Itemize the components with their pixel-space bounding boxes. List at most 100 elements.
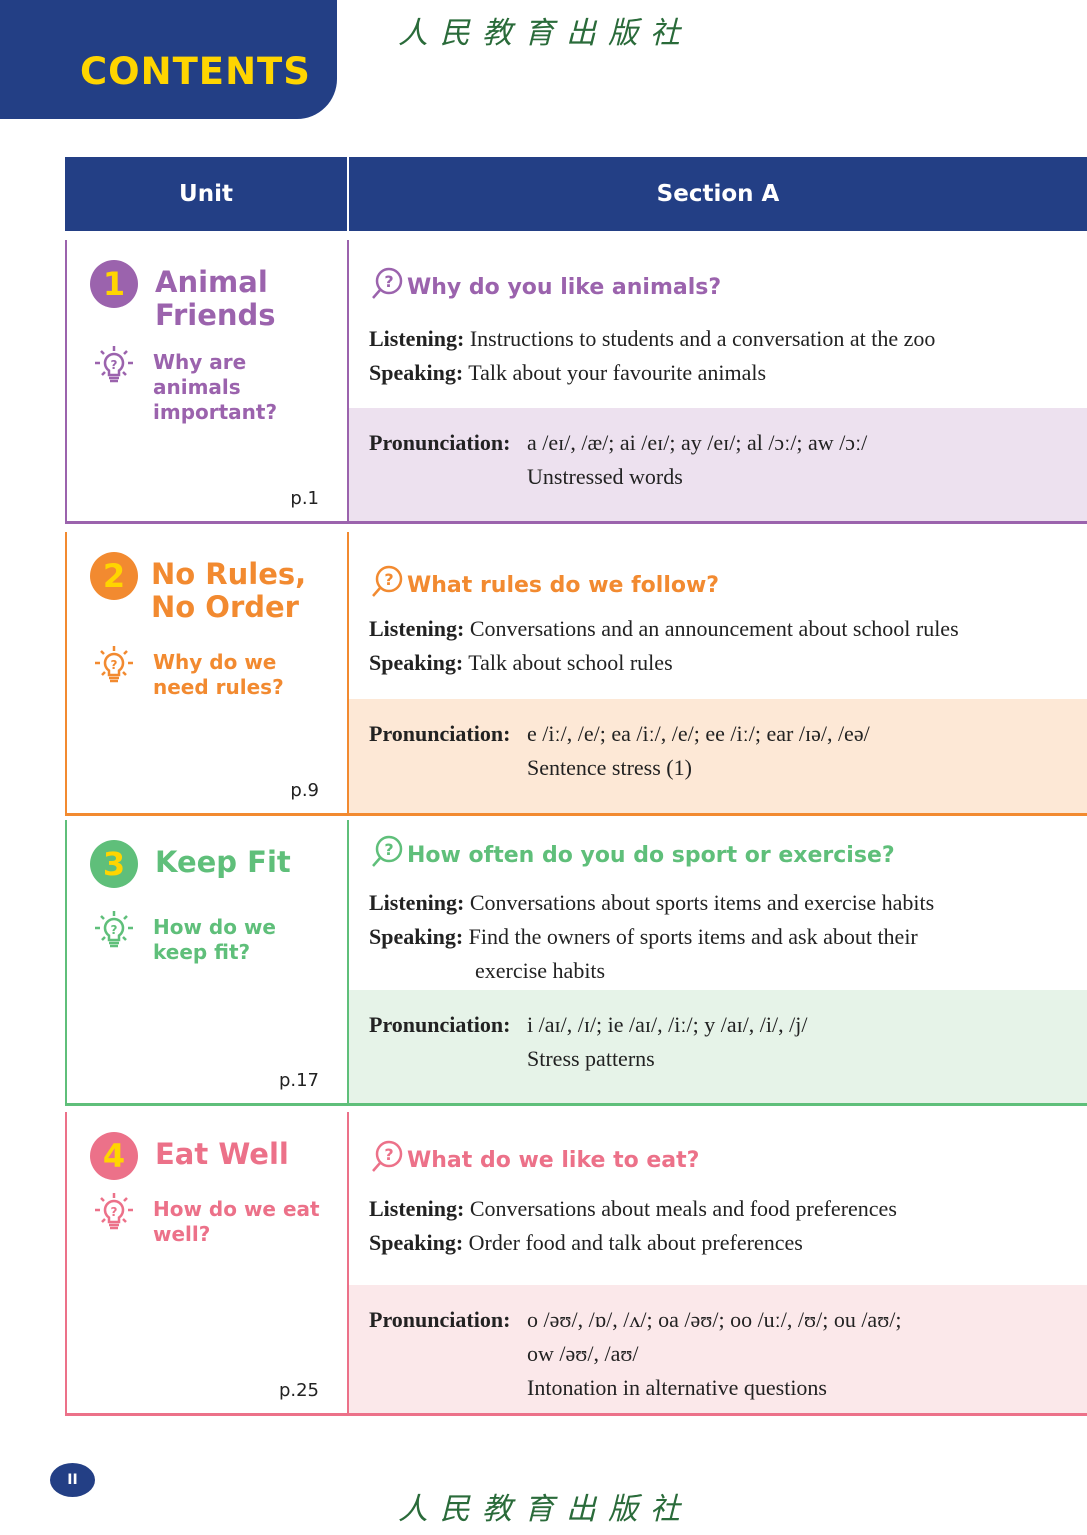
svg-text:?: ? xyxy=(384,570,393,589)
unit-cell: 2 No Rules, No Order ? Why do we need rule… xyxy=(65,532,349,813)
listening-speaking: Listening: Conversations about sports it… xyxy=(369,886,934,988)
section-question: ? Why do you like animals? xyxy=(369,266,721,308)
big-question-line: Why are xyxy=(153,350,247,374)
unit-title-line: No Rules, xyxy=(151,557,307,591)
unit-number: 1 xyxy=(90,260,138,308)
pronunciation-line: Pronunciation: a /eɪ/, /æ/; ai /eɪ/; ay /… xyxy=(369,426,867,460)
speaking-text: Order food and talk about preferences xyxy=(468,1230,803,1255)
svg-text:?: ? xyxy=(111,658,118,672)
speaking-label: Speaking: xyxy=(369,1230,464,1255)
unit-row: 2 No Rules, No Order ? Why do we need rule… xyxy=(65,532,1087,816)
speaking-label: Speaking: xyxy=(369,360,464,385)
speaking-text: exercise habits xyxy=(475,958,606,983)
speaking-line: Speaking: Talk about school rules xyxy=(369,646,959,680)
row-divider xyxy=(65,1103,1087,1106)
question-bubble-icon: ? xyxy=(369,834,405,876)
listening-line: Listening: Conversations about sports it… xyxy=(369,886,934,920)
speaking-label: Speaking: xyxy=(369,650,464,675)
lightbulb-question-icon: ? xyxy=(93,644,135,686)
pronunciation-line: Pronunciation: i /aɪ/, /ɪ/; ie /aɪ/, /iː/… xyxy=(369,1008,807,1042)
page-link[interactable]: p.17 xyxy=(278,1070,319,1091)
listening-text: Conversations about sports items and exe… xyxy=(469,890,935,915)
row-divider xyxy=(65,1413,1087,1416)
listening-text: Conversations about meals and food prefe… xyxy=(469,1196,897,1221)
unit-title-line: Keep Fit xyxy=(155,845,291,879)
question-bubble-icon: ? xyxy=(369,266,405,308)
question-text: What rules do we follow? xyxy=(407,572,720,598)
listening-label: Listening: xyxy=(369,890,465,915)
page-link[interactable]: p.9 xyxy=(290,780,319,801)
question-text: Why do you like animals? xyxy=(407,274,722,300)
listening-speaking: Listening: Instructions to students and … xyxy=(369,322,935,390)
unit-title-line: Eat Well xyxy=(155,1137,289,1171)
unit-number: 3 xyxy=(90,840,138,888)
pronunciation-text: Stress patterns xyxy=(527,1046,655,1071)
page-link[interactable]: p.1 xyxy=(290,488,319,509)
unit-row: 1 Animal Friends ? Why are animals importan… xyxy=(65,240,1087,524)
listening-label: Listening: xyxy=(369,1196,465,1221)
section-a-cell: ? What do we like to eat? Listening: Conv… xyxy=(349,1112,1087,1413)
speaking-text: Find the owners of sports items and ask … xyxy=(468,924,918,949)
speaking-line: Speaking: Find the owners of sports item… xyxy=(369,920,934,954)
page-link[interactable]: p.25 xyxy=(278,1380,319,1401)
pronunciation-text: Sentence stress (1) xyxy=(527,755,692,780)
svg-text:?: ? xyxy=(384,840,393,859)
pronunciation-text: o /əʊ/, /ɒ/, /ʌ/; oa /əʊ/; oo /uː/, /ʊ/;… xyxy=(527,1307,902,1332)
page-title: CONTENTS xyxy=(80,50,311,93)
speaking-text: Talk about school rules xyxy=(468,650,673,675)
big-question: Why do we need rules? xyxy=(153,650,284,700)
unit-title: Keep Fit xyxy=(155,846,291,879)
unit-cell: 4 Eat Well ? How do we eat well? p.25 xyxy=(65,1112,349,1413)
section-a-cell: ? What rules do we follow? Listening: Con… xyxy=(349,532,1087,813)
publisher-logo-top: 人民教育出版社 xyxy=(398,16,692,51)
pronunciation-block: Pronunciation: i /aɪ/, /ɪ/; ie /aɪ/, /iː/… xyxy=(349,990,1087,1103)
unit-number: 4 xyxy=(90,1132,138,1180)
question-text: How often do you do sport or exercise? xyxy=(407,842,895,868)
pronunciation-text: a /eɪ/, /æ/; ai /eɪ/; ay /eɪ/; al /ɔː/; … xyxy=(527,430,868,455)
speaking-label: Speaking: xyxy=(369,924,464,949)
lightbulb-question-icon: ? xyxy=(93,1191,135,1233)
unit-title-line: Friends xyxy=(155,298,276,332)
unit-title: No Rules, No Order xyxy=(151,558,306,624)
section-question: ? How often do you do sport or exercise? xyxy=(369,834,895,876)
listening-text: Instructions to students and a conversat… xyxy=(469,326,936,351)
pronunciation-block: Pronunciation: a /eɪ/, /æ/; ai /eɪ/; ay /… xyxy=(349,408,1087,521)
listening-speaking: Listening: Conversations and an announce… xyxy=(369,612,959,680)
pronunciation-text: Unstressed words xyxy=(527,464,683,489)
pronunciation-text: ow /əʊ/, /aʊ/ xyxy=(527,1341,639,1366)
svg-text:?: ? xyxy=(111,923,118,937)
pronunciation-block: Pronunciation: e /iː/, /e/; ea /iː/, /e/;… xyxy=(349,699,1087,813)
unit-title: Eat Well xyxy=(155,1138,289,1171)
big-question: Why are animals important? xyxy=(153,350,277,425)
pronunciation-block: Pronunciation: o /əʊ/, /ɒ/, /ʌ/; oa /əʊ/;… xyxy=(349,1285,1087,1413)
pronunciation-line: Pronunciation: o /əʊ/, /ɒ/, /ʌ/; oa /əʊ/;… xyxy=(369,1303,902,1337)
listening-line: Listening: Conversations about meals and… xyxy=(369,1192,897,1226)
section-question: ? What rules do we follow? xyxy=(369,564,719,606)
column-header-section-a: Section A xyxy=(656,181,780,207)
unit-cell: 1 Animal Friends ? Why are animals importan… xyxy=(65,240,349,521)
unit-row: 3 Keep Fit ? How do we keep fit? p.17 ? Ho… xyxy=(65,820,1087,1106)
unit-number: 2 xyxy=(90,552,138,600)
listening-label: Listening: xyxy=(369,326,465,351)
pronunciation-text: Intonation in alternative questions xyxy=(527,1375,827,1400)
lightbulb-question-icon: ? xyxy=(93,344,135,386)
table-header: Unit Section A xyxy=(65,157,1087,231)
speaking-line: Speaking: Talk about your favourite anim… xyxy=(369,356,935,390)
speaking-text: Talk about your favourite animals xyxy=(468,360,767,385)
pronunciation-line: Pronunciation: e /iː/, /e/; ea /iː/, /e/;… xyxy=(369,717,870,751)
big-question-line: How do we eat xyxy=(153,1197,320,1221)
question-bubble-icon: ? xyxy=(369,1139,405,1181)
svg-text:?: ? xyxy=(111,358,118,372)
unit-row: 4 Eat Well ? How do we eat well? p.25 ? Wh… xyxy=(65,1112,1087,1416)
svg-text:?: ? xyxy=(384,272,393,291)
page-number-badge: II xyxy=(50,1463,95,1497)
unit-title-line: Animal xyxy=(155,265,268,299)
unit-title-line: No Order xyxy=(151,590,299,624)
big-question-line: well? xyxy=(153,1222,211,1246)
listening-line: Listening: Instructions to students and … xyxy=(369,322,935,356)
big-question-line: important? xyxy=(153,400,278,424)
row-divider xyxy=(65,521,1087,524)
pronunciation-label: Pronunciation: xyxy=(369,430,511,455)
big-question-line: keep fit? xyxy=(153,940,251,964)
pronunciation-label: Pronunciation: xyxy=(369,1307,511,1332)
